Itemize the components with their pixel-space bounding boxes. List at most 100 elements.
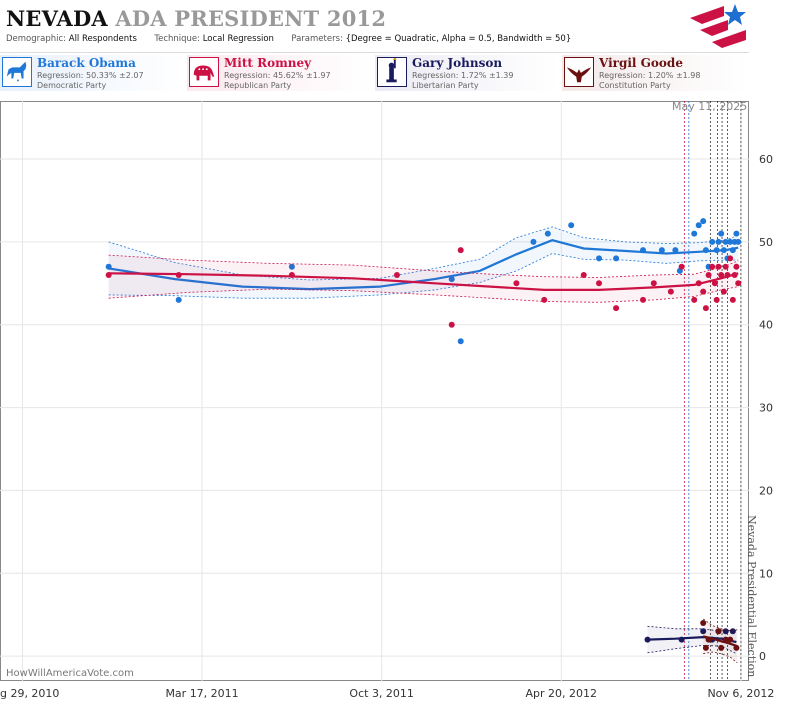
y-tick-label: 0 (759, 650, 766, 663)
candidate-regression: Regression: 1.20% ±1.98 (599, 71, 701, 80)
data-point (568, 222, 575, 229)
data-point (735, 238, 742, 245)
data-point (733, 263, 740, 270)
data-point (678, 263, 685, 270)
data-point (457, 247, 464, 254)
data-point (705, 272, 712, 278)
data-point (596, 280, 603, 287)
candidate-name: Gary Johnson (412, 56, 503, 70)
data-point (541, 296, 548, 303)
data-point (729, 628, 736, 635)
data-point (288, 272, 295, 278)
data-point (718, 272, 725, 278)
x-tick-label: Oct 3, 2011 (349, 687, 414, 700)
candidate-party: Constitution Party (599, 81, 671, 90)
technique-value: Local Regression (202, 34, 274, 44)
data-point (650, 280, 657, 287)
title-state: NEVADA (6, 6, 108, 31)
data-point (700, 620, 707, 626)
y-tick-label: 30 (759, 402, 773, 415)
data-point (729, 247, 736, 254)
upper-bound-line (108, 254, 739, 278)
data-point (672, 247, 679, 254)
y-tick-label: 50 (759, 236, 773, 249)
data-point (733, 230, 740, 237)
lower-bound-line (108, 253, 739, 299)
title-rest: ADA PRESIDENT 2012 (115, 6, 387, 31)
data-point (644, 636, 651, 643)
data-point (727, 238, 734, 245)
data-point (288, 263, 295, 270)
data-point (105, 272, 112, 278)
data-point (727, 636, 734, 643)
lower-bound-line (108, 286, 739, 303)
upper-bound-line (702, 618, 738, 631)
data-point (722, 636, 729, 643)
data-point (700, 288, 707, 295)
candidate-regression: Regression: 1.72% ±1.39 (412, 71, 514, 80)
data-point (678, 636, 685, 643)
data-point (702, 305, 709, 312)
x-tick-label: Apr 20, 2012 (526, 687, 598, 700)
data-point (658, 247, 665, 254)
candidate-party: Democratic Party (37, 81, 107, 90)
x-tick-label: Aug 29, 2010 (0, 687, 59, 700)
x-tick-label: Nov 6, 2012 (707, 687, 774, 700)
data-point (667, 288, 674, 295)
data-point (713, 296, 720, 303)
elephant-icon (189, 57, 219, 87)
technique-label: Technique: (154, 34, 201, 44)
header: NEVADA ADA PRESIDENT 2012 Demographic: A… (0, 0, 749, 53)
data-point (722, 238, 729, 245)
demographic-label: Demographic: (6, 34, 67, 44)
candidate-regression: Regression: 50.33% ±2.07 (37, 71, 144, 80)
candidate-party: Libertarian Party (412, 81, 479, 90)
data-point (513, 280, 520, 287)
plot-frame (0, 101, 749, 681)
data-point (724, 272, 731, 278)
data-point (733, 644, 740, 651)
data-point (596, 255, 603, 262)
data-point (731, 272, 738, 278)
data-point (735, 280, 742, 287)
candidate-name: Mitt Romney (224, 56, 312, 70)
data-point (702, 247, 709, 254)
data-point (709, 263, 716, 270)
data-point (715, 263, 722, 270)
data-point (720, 247, 727, 254)
legend-item-mitt-romney: Mitt Romney Regression: 45.62% ±1.97 Repub… (187, 55, 372, 91)
data-point (715, 628, 722, 635)
data-point (530, 238, 537, 245)
confidence-band (108, 226, 739, 299)
data-point (691, 296, 698, 303)
data-point (613, 305, 620, 312)
data-point (457, 338, 464, 345)
legend-item-virgil-goode: Virgil Goode Regression: 1.20% ±1.98 Const… (562, 55, 747, 91)
eagle-icon (564, 57, 594, 87)
x-tick-label: Mar 17, 2011 (165, 687, 238, 700)
data-point (695, 280, 702, 287)
date-stamp: May 11, 2025 (672, 100, 748, 113)
donkey-icon (2, 57, 32, 87)
data-point (105, 263, 112, 270)
candidate-legend: Barack Obama Regression: 50.33% ±2.07 Demo… (0, 53, 749, 93)
data-point (700, 628, 707, 635)
data-point (722, 263, 729, 270)
confidence-band (647, 626, 737, 654)
candidate-party: Republican Party (224, 81, 292, 90)
data-point (700, 218, 707, 225)
data-point (544, 230, 551, 237)
data-point (175, 296, 182, 303)
legend-item-gary-johnson: Gary Johnson Regression: 1.72% ±1.39 Liber… (375, 55, 560, 91)
parameters-line: Demographic: All Respondents Technique: … (6, 34, 571, 44)
data-point (720, 288, 727, 295)
data-point (722, 628, 729, 635)
data-point (175, 272, 182, 278)
data-point (705, 636, 712, 643)
data-point (709, 238, 716, 245)
data-point (729, 296, 736, 303)
data-point (580, 272, 587, 278)
candidate-name: Barack Obama (37, 56, 136, 70)
data-point (393, 272, 400, 278)
site-logo (690, 4, 746, 48)
